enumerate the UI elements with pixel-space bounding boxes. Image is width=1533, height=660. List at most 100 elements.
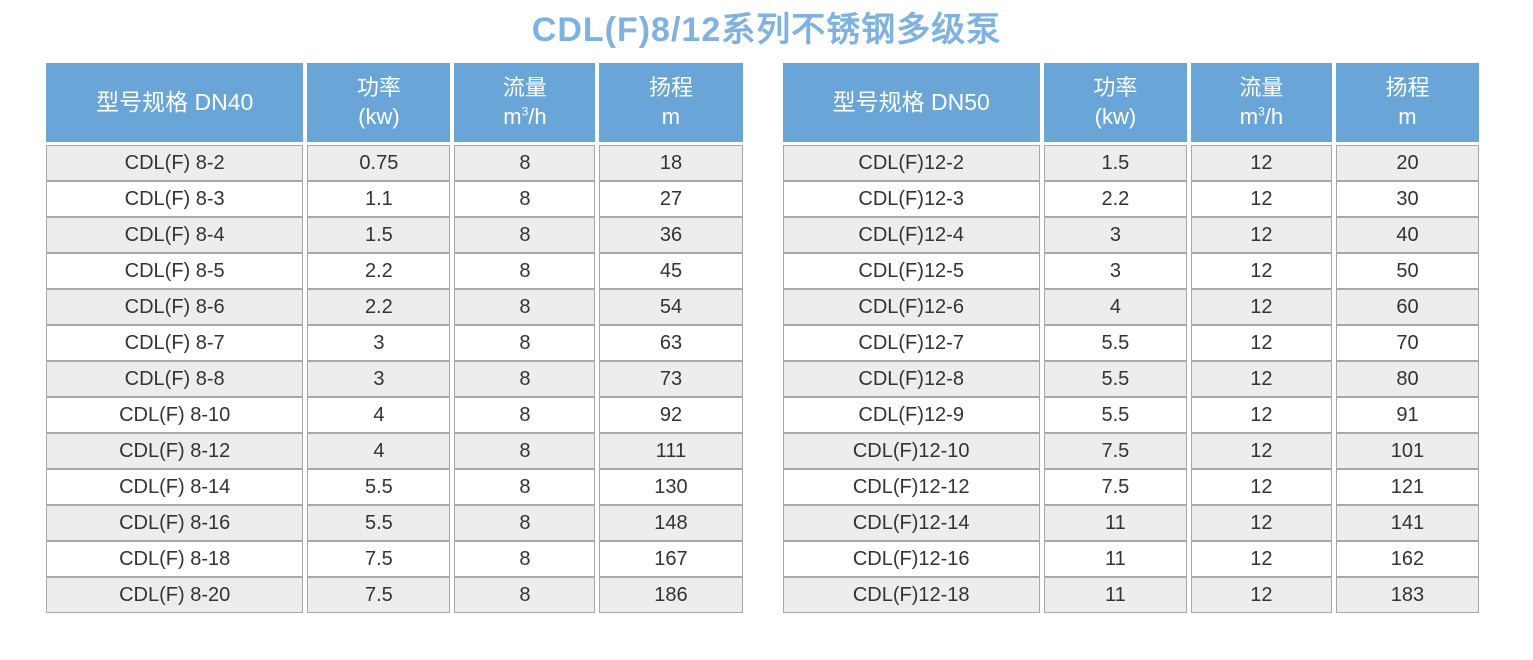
header-head-unit: m [661,103,681,129]
cell-flow: 8 [454,253,596,289]
cell-flow: 8 [454,505,596,541]
col-header-head: 扬程 m [1335,63,1479,145]
col-header-model: 型号规格 DN40 [46,63,304,145]
cell-head: 20 [1335,145,1479,181]
cell-flow: 12 [1190,217,1332,253]
table-row: CDL(F)12-9 5.5 12 91 [782,397,1479,433]
cell-flow: 12 [1190,469,1332,505]
cell-flow: 12 [1190,505,1332,541]
cell-power: 1.1 [307,181,451,217]
cell-head: 40 [1335,217,1479,253]
cell-model: CDL(F) 8-7 [46,325,304,361]
cell-model: CDL(F)12-3 [782,181,1040,217]
col-header-head: 扬程 m [599,63,743,145]
cell-model: CDL(F) 8-8 [46,361,304,397]
table-row: CDL(F) 8-2 0.75 8 18 [46,145,743,181]
cell-model: CDL(F)12-14 [782,505,1040,541]
cell-power: 7.5 [1043,469,1187,505]
header-head-unit: m [1398,103,1417,129]
table-row: CDL(F)12-4 3 12 40 [782,217,1479,253]
cell-head: 36 [599,217,743,253]
cell-head: 91 [1335,397,1479,433]
table-row: CDL(F)12-7 5.5 12 70 [782,325,1479,361]
cell-head: 92 [599,397,743,433]
cell-head: 101 [1335,433,1479,469]
cell-power: 5.5 [1043,397,1187,433]
header-flow-label: 流量 [1239,75,1284,101]
table-row: CDL(F) 8-5 2.2 8 45 [46,253,743,289]
table-row: CDL(F)12-6 4 12 60 [782,289,1479,325]
cell-head: 121 [1335,469,1479,505]
table-row: CDL(F) 8-16 5.5 8 148 [46,505,743,541]
spec-table-dn50: 型号规格 DN50 功率 (kw) 流量 m3/h 扬程 m [779,63,1484,613]
cell-power: 4 [307,397,451,433]
cell-model: CDL(F) 8-3 [46,181,304,217]
header-flow-unit: m3/h [503,103,547,129]
cell-power: 4 [1043,289,1187,325]
table-row: CDL(F)12-2 1.5 12 20 [782,145,1479,181]
table-row: CDL(F)12-5 3 12 50 [782,253,1479,289]
cell-flow: 8 [454,181,596,217]
table-row: CDL(F)12-10 7.5 12 101 [782,433,1479,469]
col-header-model: 型号规格 DN50 [782,63,1040,145]
header-power-label: 功率 [356,75,401,101]
cell-head: 162 [1335,541,1479,577]
cell-model: CDL(F)12-7 [782,325,1040,361]
cell-model: CDL(F) 8-4 [46,217,304,253]
cell-flow: 8 [454,325,596,361]
table-row: CDL(F) 8-18 7.5 8 167 [46,541,743,577]
cell-head: 130 [599,469,743,505]
cell-power: 2.2 [307,289,451,325]
cell-head: 111 [599,433,743,469]
header-power-unit: (kw) [358,103,400,129]
cell-power: 2.2 [307,253,451,289]
cell-flow: 8 [454,289,596,325]
cell-flow: 8 [454,433,596,469]
table-row: CDL(F) 8-14 5.5 8 130 [46,469,743,505]
cell-model: CDL(F)12-4 [782,217,1040,253]
cell-model: CDL(F)12-8 [782,361,1040,397]
cell-head: 141 [1335,505,1479,541]
cell-power: 2.2 [1043,181,1187,217]
table-row: CDL(F)12-12 7.5 12 121 [782,469,1479,505]
cell-power: 11 [1043,541,1187,577]
cell-flow: 12 [1190,181,1332,217]
cell-power: 5.5 [307,469,451,505]
cell-power: 7.5 [307,577,451,613]
cell-model: CDL(F)12-18 [782,577,1040,613]
table-row: CDL(F)12-3 2.2 12 30 [782,181,1479,217]
cell-head: 63 [599,325,743,361]
header-head-label: 扬程 [648,75,693,101]
cell-flow: 12 [1190,289,1332,325]
table-row: CDL(F)12-8 5.5 12 80 [782,361,1479,397]
cell-flow: 12 [1190,433,1332,469]
cell-head: 45 [599,253,743,289]
cell-model: CDL(F)12-6 [782,289,1040,325]
cell-head: 50 [1335,253,1479,289]
cell-model: CDL(F) 8-12 [46,433,304,469]
cell-head: 148 [599,505,743,541]
cell-model: CDL(F)12-10 [782,433,1040,469]
cell-power: 5.5 [1043,325,1187,361]
cell-head: 73 [599,361,743,397]
cell-flow: 8 [454,541,596,577]
table-row: CDL(F) 8-12 4 8 111 [46,433,743,469]
cell-power: 3 [307,325,451,361]
table-row: CDL(F) 8-7 3 8 63 [46,325,743,361]
cell-power: 3 [1043,253,1187,289]
cell-model: CDL(F) 8-20 [46,577,304,613]
cell-flow: 8 [454,469,596,505]
cell-flow: 8 [454,397,596,433]
cell-flow: 8 [454,217,596,253]
table-row: CDL(F) 8-6 2.2 8 54 [46,289,743,325]
tables-container: 型号规格 DN40 功率 (kw) 流量 m3/h 扬程 m [0,63,1533,613]
cell-flow: 8 [454,577,596,613]
cell-power: 3 [1043,217,1187,253]
cell-head: 54 [599,289,743,325]
table-row: CDL(F)12-18 11 12 183 [782,577,1479,613]
cell-model: CDL(F) 8-2 [46,145,304,181]
header-power-label: 功率 [1093,75,1138,101]
cell-flow: 12 [1190,397,1332,433]
table-row: CDL(F)12-14 11 12 141 [782,505,1479,541]
cell-model: CDL(F)12-2 [782,145,1040,181]
